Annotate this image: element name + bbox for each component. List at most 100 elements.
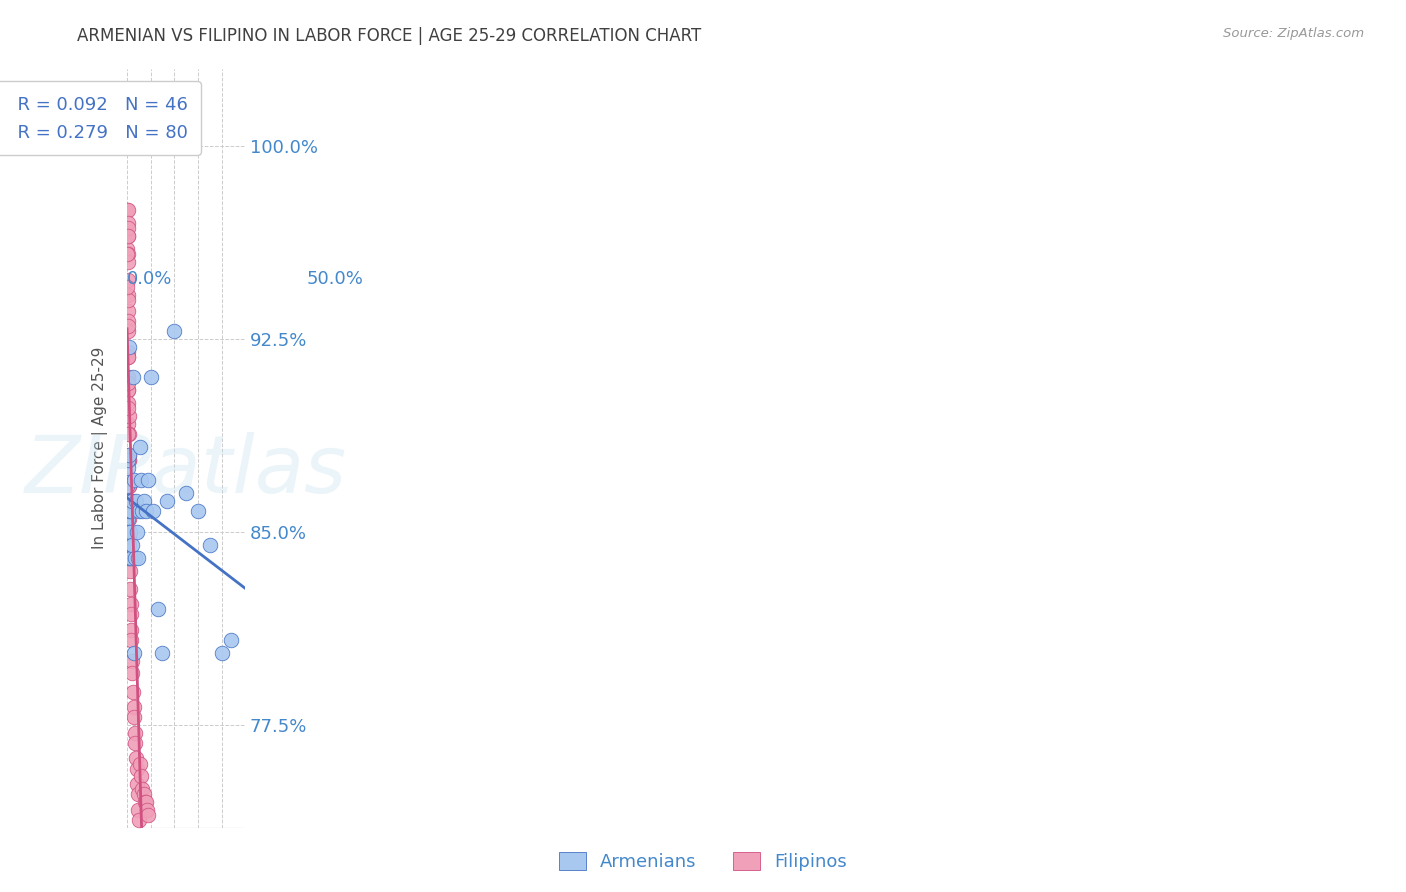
Legend:   R = 0.092   N = 46,   R = 0.279   N = 80: R = 0.092 N = 46, R = 0.279 N = 80 [0, 81, 201, 154]
Point [117, 460, 139, 475]
Point [136, 803, 159, 817]
Point [117, 417, 139, 431]
Point [127, 788, 149, 802]
Point [118, 448, 141, 462]
Point [118, 530, 141, 544]
Point [117, 138, 139, 153]
Point [118, 494, 141, 508]
Point [117, 228, 139, 243]
Point [117, 138, 139, 153]
Point [117, 303, 139, 318]
Point [142, 504, 165, 518]
Text: ARMENIAN VS FILIPINO IN LABOR FORCE | AGE 25-29 CORRELATION CHART: ARMENIAN VS FILIPINO IN LABOR FORCE | AG… [77, 27, 702, 45]
Point [117, 242, 139, 256]
Point [117, 384, 139, 398]
Point [127, 803, 149, 817]
Point [118, 530, 141, 544]
Point [118, 427, 141, 442]
Point [131, 504, 153, 518]
Point [117, 370, 139, 384]
Point [211, 646, 233, 660]
Point [117, 324, 139, 338]
Point [118, 478, 141, 492]
Point [118, 478, 141, 492]
Point [118, 550, 141, 565]
Point [117, 396, 139, 410]
Point [118, 494, 141, 508]
Point [117, 138, 139, 153]
Point [129, 756, 152, 771]
Point [121, 654, 143, 668]
Text: ZIPatlas: ZIPatlas [25, 432, 347, 510]
Point [198, 538, 221, 552]
Point [118, 340, 141, 354]
Point [134, 795, 156, 809]
Point [117, 512, 139, 526]
Point [117, 138, 139, 153]
Point [128, 814, 150, 828]
Point [118, 452, 141, 467]
Text: Source: ZipAtlas.com: Source: ZipAtlas.com [1223, 27, 1364, 40]
Point [118, 448, 141, 462]
Point [117, 247, 139, 261]
Point [117, 494, 139, 508]
Point [124, 736, 146, 750]
Point [117, 350, 139, 364]
Point [120, 550, 142, 565]
Point [122, 646, 145, 660]
Point [115, 138, 138, 153]
Point [120, 597, 142, 611]
Text: 0.0%: 0.0% [127, 269, 173, 288]
Point [117, 452, 139, 467]
Point [120, 550, 142, 565]
Point [120, 623, 142, 637]
Point [117, 138, 139, 153]
Point [129, 474, 152, 488]
Point [124, 494, 146, 508]
Point [117, 314, 139, 328]
Point [124, 725, 146, 739]
Point [117, 427, 139, 442]
Point [118, 499, 141, 513]
Point [135, 795, 157, 809]
Point [219, 633, 242, 648]
Point [174, 486, 197, 500]
Point [117, 254, 139, 268]
Point [136, 474, 159, 488]
Point [122, 474, 145, 488]
Point [120, 633, 142, 648]
Point [120, 607, 142, 622]
Point [120, 504, 142, 518]
Point [117, 478, 139, 492]
Point [127, 550, 149, 565]
Point [163, 324, 186, 338]
Point [118, 524, 141, 539]
Point [131, 782, 153, 797]
Point [117, 293, 139, 308]
Point [129, 769, 152, 783]
Point [117, 384, 139, 398]
Point [118, 452, 141, 467]
Point [117, 138, 139, 153]
Point [125, 762, 148, 776]
Point [129, 440, 152, 454]
Point [146, 602, 169, 616]
Point [156, 494, 179, 508]
Point [117, 228, 139, 243]
Point [128, 504, 150, 518]
Point [122, 684, 145, 698]
Point [139, 370, 162, 384]
Point [117, 221, 139, 235]
Point [118, 474, 141, 488]
Point [117, 376, 139, 390]
Point [117, 401, 139, 416]
Point [117, 344, 139, 359]
Point [132, 494, 155, 508]
Point [117, 512, 139, 526]
Point [117, 272, 139, 286]
Point [121, 666, 143, 681]
Legend: Armenians, Filipinos: Armenians, Filipinos [551, 845, 855, 879]
Point [122, 370, 145, 384]
Text: 50.0%: 50.0% [307, 269, 363, 288]
Point [115, 247, 138, 261]
